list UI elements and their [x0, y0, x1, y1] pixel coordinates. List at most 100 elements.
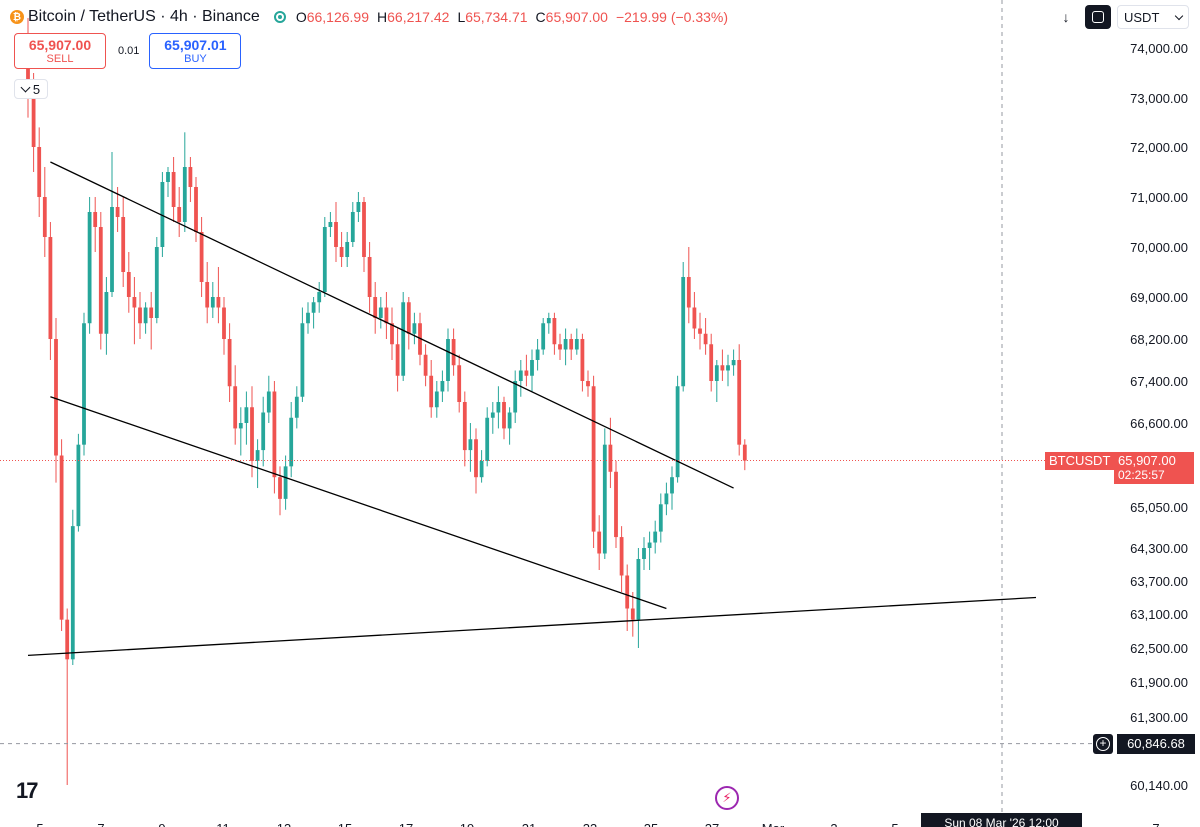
candle-body	[322, 227, 327, 292]
candle-body	[552, 318, 557, 345]
open-label: O	[295, 9, 307, 25]
buy-label: BUY	[184, 52, 207, 65]
trendline[interactable]	[27, 596, 1037, 657]
candle-body	[210, 297, 215, 308]
candle-body	[574, 339, 579, 350]
candle-body	[429, 375, 434, 408]
candle-body	[154, 247, 159, 318]
candle-body	[591, 386, 596, 532]
crosshair-price-tag: 60,846.68	[1117, 734, 1195, 754]
trendline[interactable]	[50, 396, 667, 610]
candle-body	[709, 344, 714, 381]
candle-body	[132, 297, 137, 308]
x-tick-label: 27	[705, 821, 719, 827]
low-value: 65,734.71	[465, 9, 528, 25]
candle-body	[468, 439, 473, 451]
trendline[interactable]	[50, 161, 734, 489]
y-tick-label: 65,050.00	[1130, 500, 1188, 515]
candle-body	[658, 504, 663, 532]
candle-body	[653, 531, 658, 543]
candle-body	[558, 344, 562, 350]
currency-select[interactable]: USDT	[1117, 5, 1189, 29]
candle-body	[647, 542, 652, 548]
indicators-collapse-button[interactable]: 5	[14, 79, 48, 99]
last-price-tag: 65,907.00 02:25:57	[1114, 452, 1194, 484]
x-tick-label: 19	[460, 821, 474, 827]
candle-body	[636, 559, 641, 620]
y-tick-label: 64,300.00	[1130, 541, 1188, 556]
candle-body	[664, 493, 669, 505]
candle-body	[93, 212, 98, 227]
candle-body	[692, 307, 697, 329]
x-tick-label: 21	[522, 821, 536, 827]
tradingview-logo[interactable]: 17	[16, 778, 39, 803]
candle-body	[149, 307, 154, 318]
candle-body	[367, 257, 372, 297]
candle-body	[238, 423, 243, 429]
y-tick-label: 63,100.00	[1130, 607, 1188, 622]
y-tick-label: 72,000.00	[1130, 140, 1188, 155]
market-status-icon[interactable]	[273, 11, 286, 23]
x-tick-label: 7	[1152, 821, 1159, 827]
sell-button[interactable]: 65,907.00 SELL	[14, 33, 106, 69]
change-value: −219.99 (−0.33%)	[615, 9, 729, 25]
candle-body	[300, 323, 305, 397]
candle-body	[350, 212, 355, 242]
indicator-count: 5	[32, 81, 41, 97]
arrow-down-icon[interactable]: ↓	[1053, 5, 1079, 29]
plus-circle-icon: +	[1096, 737, 1110, 751]
candle-body	[244, 407, 249, 423]
candle-body	[98, 227, 103, 334]
y-tick-label: 71,000.00	[1130, 190, 1188, 205]
candle-body	[698, 328, 702, 334]
candle-body	[597, 531, 602, 554]
price-axis[interactable]: 74,000.00 73,000.00 72,000.00 71,000.00 70,0…	[1130, 41, 1188, 793]
lightning-icon[interactable]: ⚡	[715, 786, 739, 810]
candle-body	[569, 339, 574, 350]
candle-body	[580, 339, 585, 381]
chevron-down-icon	[20, 82, 31, 93]
candle-body	[328, 222, 333, 227]
candle-body	[563, 339, 568, 350]
candle-body	[199, 232, 204, 282]
x-tick-label: 23	[583, 821, 597, 827]
candle-body	[378, 307, 383, 318]
x-tick-label: 5	[36, 821, 43, 827]
candle-body	[76, 444, 81, 527]
crosshair-time-tag: Sun 08 Mar '26 12:00	[921, 813, 1082, 827]
x-tick-label: 13	[277, 821, 291, 827]
candle-body	[82, 323, 86, 445]
chart-legend: ₿ Bitcoin / TetherUS · 4h · Binance O 66,…	[10, 6, 728, 28]
candle-body	[70, 526, 75, 660]
auto-scale-icon[interactable]	[1085, 5, 1111, 29]
candle-body	[446, 339, 450, 381]
trendlines-layer[interactable]	[27, 161, 1037, 657]
candle-body	[586, 381, 590, 387]
y-tick-label: 63,700.00	[1130, 574, 1188, 589]
bitcoin-icon[interactable]: ₿	[10, 10, 24, 24]
high-value: 66,217.42	[387, 9, 450, 25]
time-axis[interactable]: 5 7 9 11 13 15 17 19 21 23 25 27 Mar 3 5 7	[36, 821, 1159, 827]
y-tick-label: 69,000.00	[1130, 290, 1188, 305]
symbol-title[interactable]: Bitcoin / TetherUS · 4h · Binance	[28, 8, 260, 25]
candle-body	[289, 417, 294, 467]
x-tick-label: 17	[399, 821, 413, 827]
candle-body	[345, 242, 350, 257]
buy-button[interactable]: 65,907.01 BUY	[149, 33, 242, 69]
candle-body	[188, 167, 193, 187]
x-tick-label: 3	[830, 821, 837, 827]
trade-panel: 65,907.00 SELL 0.01 65,907.01 BUY	[14, 33, 242, 69]
sell-label: SELL	[46, 52, 74, 65]
candle-body	[317, 292, 322, 303]
candle-body	[720, 365, 725, 371]
y-tick-label: 66,600.00	[1130, 416, 1188, 431]
candle-body	[121, 217, 126, 272]
candle-body	[160, 182, 165, 247]
candle-body	[423, 354, 428, 376]
last-price-value: 65,907.00	[1118, 453, 1176, 468]
candle-body	[406, 302, 411, 334]
candle-body	[457, 365, 462, 402]
sell-price: 65,907.00	[28, 36, 92, 53]
add-alert-button[interactable]: +	[1093, 734, 1113, 754]
